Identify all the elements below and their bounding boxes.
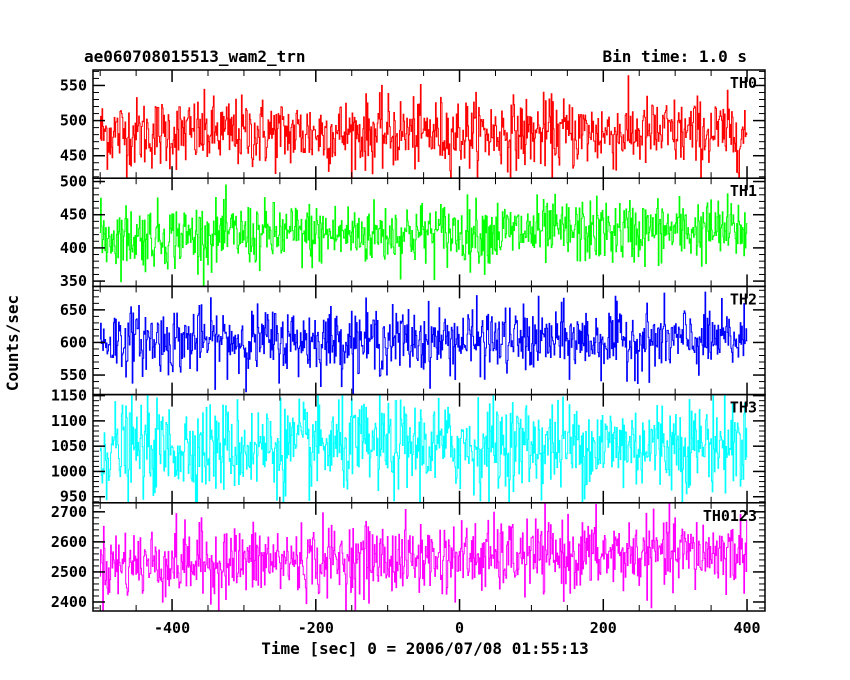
y-tick-label: 550 bbox=[60, 366, 87, 384]
x-tick-label: -400 bbox=[154, 619, 190, 637]
x-tick-label: 400 bbox=[733, 619, 760, 637]
series-line-th0 bbox=[99, 75, 748, 179]
y-axis-label: Counts/sec bbox=[3, 295, 22, 391]
series-line-th1 bbox=[99, 184, 748, 287]
panel-label-th2: TH2 bbox=[730, 290, 757, 308]
series-line-th2 bbox=[99, 291, 748, 395]
y-tick-label: 450 bbox=[60, 147, 87, 165]
chart-title: ae060708015513_wam2_trn bbox=[84, 47, 306, 66]
y-tick-label: 550 bbox=[60, 76, 87, 94]
y-tick-label: 600 bbox=[60, 333, 87, 351]
panel-label-th1: TH1 bbox=[730, 182, 757, 200]
y-tick-label: 950 bbox=[60, 488, 87, 506]
panel-frame bbox=[92, 502, 766, 612]
y-tick-label: 500 bbox=[60, 112, 87, 130]
x-tick-label: 0 bbox=[455, 619, 464, 637]
y-tick-label: 500 bbox=[60, 173, 87, 191]
bin-time-label: Bin time: 1.0 s bbox=[603, 47, 748, 66]
panel-th0: 450 500 550 TH0 bbox=[60, 69, 766, 179]
y-tick-label: 1000 bbox=[51, 462, 87, 480]
y-tick-label: 650 bbox=[60, 301, 87, 319]
series-line-th0123 bbox=[99, 502, 748, 611]
x-tick-label: 200 bbox=[590, 619, 617, 637]
y-tick-label: 1100 bbox=[51, 412, 87, 430]
panel-label-th0123: TH0123 bbox=[703, 507, 757, 525]
series-line-th3 bbox=[99, 394, 748, 503]
y-tick-label: 2600 bbox=[51, 533, 87, 551]
panel-label-th0: TH0 bbox=[730, 74, 757, 92]
y-tick-label: 1050 bbox=[51, 437, 87, 455]
panel-th1: 350 400 450 500 TH1 bbox=[60, 173, 766, 290]
y-tick-label: 2500 bbox=[51, 563, 87, 581]
y-tick-label: 450 bbox=[60, 206, 87, 224]
x-tick-label: -200 bbox=[298, 619, 334, 637]
panel-th3: 950 1000 1050 1100 1150 TH3 bbox=[51, 387, 766, 506]
panels: 450 500 550 TH0 350 400 450 500 TH1 550 600 650 TH2 9… bbox=[51, 69, 766, 637]
panel-th0123: 2400 2500 2600 2700 TH0123 -400 -200 0 200 400 bbox=[51, 502, 766, 637]
y-tick-label: 1150 bbox=[51, 387, 87, 405]
x-axis-label: Time [sec] 0 = 2006/07/08 01:55:13 bbox=[261, 639, 589, 658]
y-tick-label: 2700 bbox=[51, 503, 87, 521]
panel-th2: 550 600 650 TH2 bbox=[60, 285, 766, 396]
y-tick-label: 350 bbox=[60, 272, 87, 290]
y-tick-label: 400 bbox=[60, 239, 87, 257]
y-tick-label: 2400 bbox=[51, 593, 87, 611]
panel-label-th3: TH3 bbox=[730, 399, 757, 417]
